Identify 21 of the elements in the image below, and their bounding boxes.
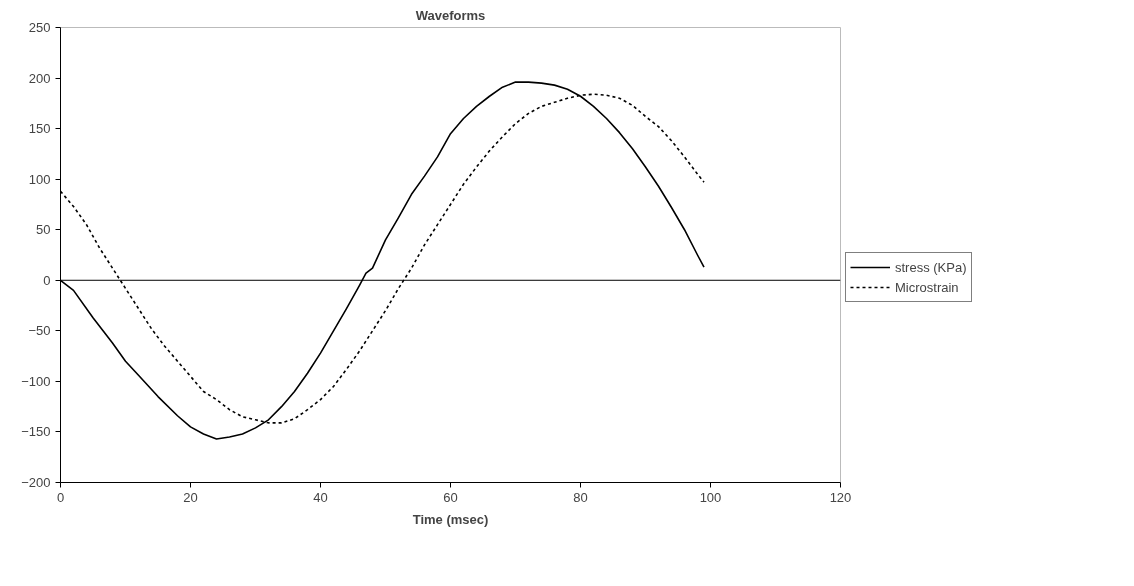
y-tick-label: 150: [28, 121, 51, 137]
y-tick-label: −100: [21, 373, 51, 389]
y-tick-label: 200: [28, 70, 51, 86]
y-tick-label: 50: [36, 222, 51, 238]
x-tick-label: 40: [313, 489, 328, 505]
y-tick-label: −200: [21, 475, 51, 490]
chart-title: Waveforms: [415, 7, 486, 23]
x-tick-label: 60: [443, 489, 458, 505]
y-tick-label: 0: [43, 272, 51, 288]
x-tick-label: 80: [573, 489, 588, 505]
x-tick-label: 20: [183, 489, 198, 505]
x-tick-label: 100: [699, 489, 722, 505]
x-tick-label: 120: [829, 489, 852, 505]
legend-label: stress (KPa): [895, 259, 967, 275]
x-axis-title: Time (msec): [412, 511, 489, 527]
legend-label: Microstrain: [895, 279, 959, 295]
y-tick-label: 100: [28, 171, 51, 187]
y-tick-label: 250: [28, 20, 51, 35]
y-tick-label: −150: [21, 424, 51, 440]
y-tick-label: −50: [28, 323, 51, 339]
x-tick-label: 0: [56, 489, 65, 505]
